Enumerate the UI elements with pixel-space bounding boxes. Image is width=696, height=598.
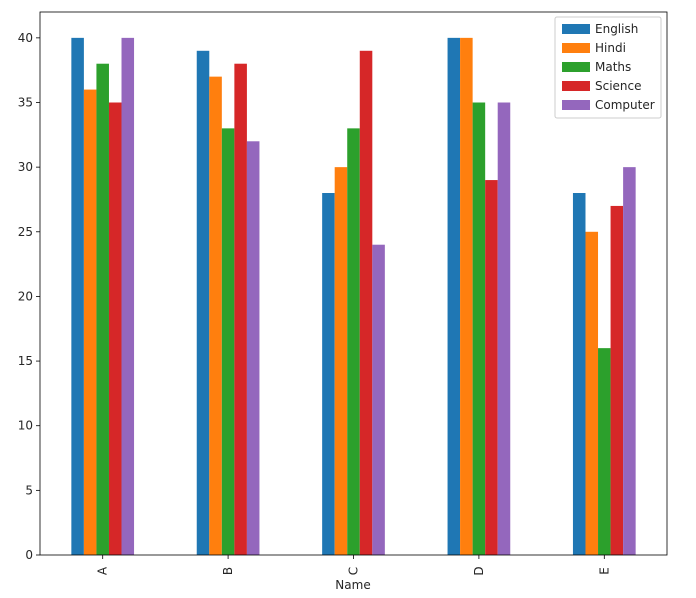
legend-swatch-science	[562, 81, 590, 91]
legend-swatch-maths	[562, 62, 590, 72]
legend: English Hindi Maths Science Computer	[554, 16, 662, 119]
legend-swatch-english	[562, 24, 590, 34]
bar-science-e	[610, 205, 624, 555]
bar-maths-a	[96, 63, 109, 556]
legend-swatch-computer	[562, 100, 590, 110]
x-tick-label-b: B	[221, 567, 235, 575]
bar-hindi-d	[460, 37, 473, 556]
bar-computer-c	[372, 244, 385, 555]
bar-english-e	[572, 193, 586, 555]
y-tick-label: 15	[18, 354, 33, 368]
bar-computer-b	[246, 141, 260, 556]
bars-group	[71, 37, 636, 556]
legend-box	[554, 16, 662, 119]
x-tick-label-e: E	[597, 567, 611, 575]
bar-computer-a	[121, 37, 135, 556]
bar-hindi-b	[209, 76, 222, 555]
y-tick-label: 35	[18, 96, 33, 110]
legend-label-maths: Maths	[595, 60, 631, 74]
x-axis-title: Name	[335, 578, 370, 592]
legend-label-hindi: Hindi	[595, 41, 626, 55]
bar-computer-e	[623, 167, 636, 555]
y-tick-label: 5	[25, 483, 33, 497]
x-tick-label-c: C	[347, 567, 361, 575]
bar-science-c	[359, 50, 373, 555]
y-tick-label: 0	[25, 548, 33, 562]
bar-hindi-c	[334, 167, 348, 555]
plot-frame	[39, 11, 668, 556]
legend-swatch-hindi	[562, 43, 590, 53]
x-axis: A B C D E	[96, 555, 611, 576]
y-tick-label: 30	[18, 160, 33, 174]
y-axis: 0 5 10 15 20 25 30 35 40	[18, 31, 40, 562]
legend-label-english: English	[595, 22, 638, 36]
x-tick-label-a: A	[96, 566, 110, 575]
bar-english-b	[196, 50, 210, 555]
bar-maths-e	[598, 348, 611, 555]
x-tick-label-d: D	[472, 566, 486, 575]
bar-science-b	[234, 63, 247, 556]
y-tick-label: 40	[18, 31, 33, 45]
y-tick-label: 10	[18, 419, 33, 433]
bar-science-a	[108, 102, 122, 555]
bar-computer-d	[497, 102, 511, 555]
bar-maths-b	[221, 128, 235, 556]
bar-science-d	[485, 180, 498, 555]
bar-hindi-a	[83, 89, 97, 555]
bar-maths-c	[347, 128, 360, 556]
y-tick-label: 20	[18, 289, 33, 303]
bar-hindi-e	[585, 231, 599, 556]
bar-english-d	[447, 37, 461, 556]
y-tick-label: 25	[18, 225, 33, 239]
bar-english-a	[71, 37, 84, 556]
bar-maths-d	[472, 102, 486, 555]
bar-english-c	[322, 193, 335, 555]
legend-label-science: Science	[595, 79, 642, 93]
legend-label-computer: Computer	[595, 98, 655, 112]
